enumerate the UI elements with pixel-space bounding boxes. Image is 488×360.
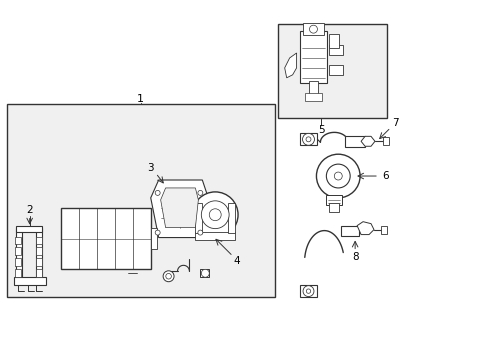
Bar: [15, 247, 20, 255]
Bar: [299, 133, 317, 145]
Circle shape: [155, 230, 160, 235]
Bar: [195, 203, 202, 233]
Bar: [299, 285, 317, 297]
Circle shape: [302, 133, 314, 145]
Circle shape: [201, 269, 209, 277]
Bar: [150, 228, 156, 249]
Text: 4: 4: [233, 256, 240, 266]
Circle shape: [201, 201, 229, 229]
Circle shape: [163, 271, 174, 282]
Bar: [36, 269, 41, 277]
Bar: [16, 226, 41, 231]
Bar: [328, 65, 343, 75]
Bar: [328, 45, 343, 55]
Circle shape: [198, 190, 203, 195]
Bar: [328, 203, 339, 212]
Bar: [61, 208, 150, 269]
Circle shape: [192, 192, 238, 238]
Text: 6: 6: [382, 171, 388, 181]
Circle shape: [334, 172, 342, 180]
Bar: [380, 226, 386, 234]
Circle shape: [305, 289, 310, 293]
Text: 1: 1: [137, 94, 144, 104]
Circle shape: [198, 230, 203, 235]
Circle shape: [325, 164, 349, 188]
Bar: [15, 258, 20, 266]
Polygon shape: [150, 180, 208, 238]
Bar: [228, 203, 235, 233]
Bar: [15, 237, 20, 244]
Bar: [16, 228, 21, 279]
Bar: [200, 269, 209, 277]
Bar: [14, 277, 45, 285]
Circle shape: [316, 154, 359, 198]
Bar: [299, 31, 326, 83]
Bar: [328, 34, 339, 48]
Circle shape: [303, 286, 313, 297]
Bar: [382, 137, 388, 145]
Circle shape: [309, 25, 317, 33]
Bar: [195, 231, 235, 239]
Polygon shape: [356, 222, 373, 235]
Bar: [325, 195, 342, 205]
Polygon shape: [360, 136, 374, 146]
Bar: [36, 258, 41, 266]
Bar: [308, 81, 318, 96]
Circle shape: [165, 274, 171, 279]
Circle shape: [155, 190, 160, 195]
Circle shape: [305, 137, 310, 142]
Polygon shape: [284, 53, 296, 78]
Bar: [302, 23, 324, 35]
Circle shape: [209, 209, 221, 221]
Bar: [36, 228, 41, 279]
Bar: [341, 226, 358, 235]
Bar: [36, 237, 41, 244]
Text: 2: 2: [26, 205, 33, 215]
Bar: [277, 24, 386, 118]
Bar: [345, 136, 365, 147]
Bar: [304, 93, 322, 100]
Text: 8: 8: [351, 252, 358, 262]
Polygon shape: [161, 188, 198, 228]
Bar: [36, 247, 41, 255]
Bar: [15, 269, 20, 277]
Bar: [7, 104, 274, 297]
Text: 5: 5: [317, 125, 324, 135]
Text: 7: 7: [392, 118, 398, 129]
Text: 3: 3: [147, 163, 154, 173]
